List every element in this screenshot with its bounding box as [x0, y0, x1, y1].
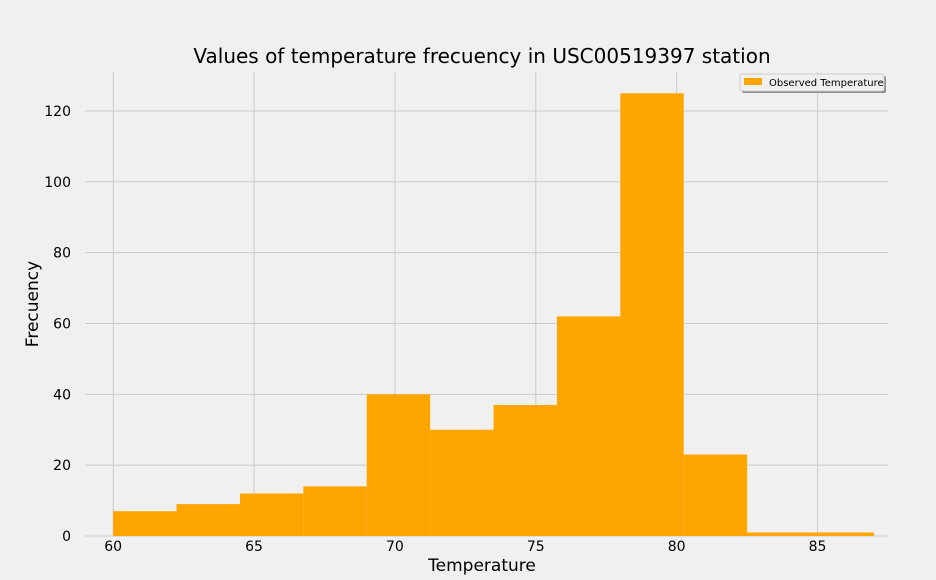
histogram-bar — [810, 532, 874, 536]
legend-swatch — [744, 78, 762, 85]
histogram-bar — [493, 404, 557, 536]
histogram-bar — [366, 394, 431, 536]
legend-label: Observed Temperature — [769, 78, 884, 89]
y-tick-label: 40 — [53, 387, 71, 403]
histogram-bar — [430, 429, 494, 536]
histogram-bar — [239, 493, 304, 536]
y-tick-label: 60 — [53, 316, 71, 332]
x-tick-label: 60 — [104, 539, 122, 555]
x-tick-label: 70 — [386, 539, 404, 555]
histogram-bar — [620, 93, 684, 537]
chart-title: Values of temperature frecuency in USC00… — [193, 44, 770, 68]
y-tick-label: 100 — [44, 175, 71, 191]
histogram-bar — [303, 486, 367, 536]
x-tick-label: 80 — [668, 539, 686, 555]
x-tick-label: 65 — [245, 539, 263, 555]
ticks-layer: 60 65 70 75 80 85 0 20 40 60 80 100 120 — [44, 104, 826, 555]
y-tick-label: 120 — [44, 104, 71, 120]
legend-box — [739, 73, 885, 92]
histogram-bar — [556, 316, 621, 536]
histogram-bar — [176, 504, 240, 536]
bars-layer — [113, 93, 874, 537]
x-tick-label: 85 — [809, 539, 827, 555]
histogram-bar — [747, 532, 811, 536]
legend: Observed Temperature — [739, 73, 886, 93]
x-axis-label: Temperature — [427, 556, 536, 576]
y-tick-label: 80 — [53, 246, 71, 262]
histogram-bar — [683, 454, 748, 536]
histogram-bar — [113, 511, 177, 536]
y-tick-label: 20 — [53, 458, 71, 474]
x-tick-label: 75 — [527, 539, 545, 555]
y-tick-label: 0 — [62, 529, 71, 545]
y-axis-label: Frecuency — [23, 261, 43, 347]
